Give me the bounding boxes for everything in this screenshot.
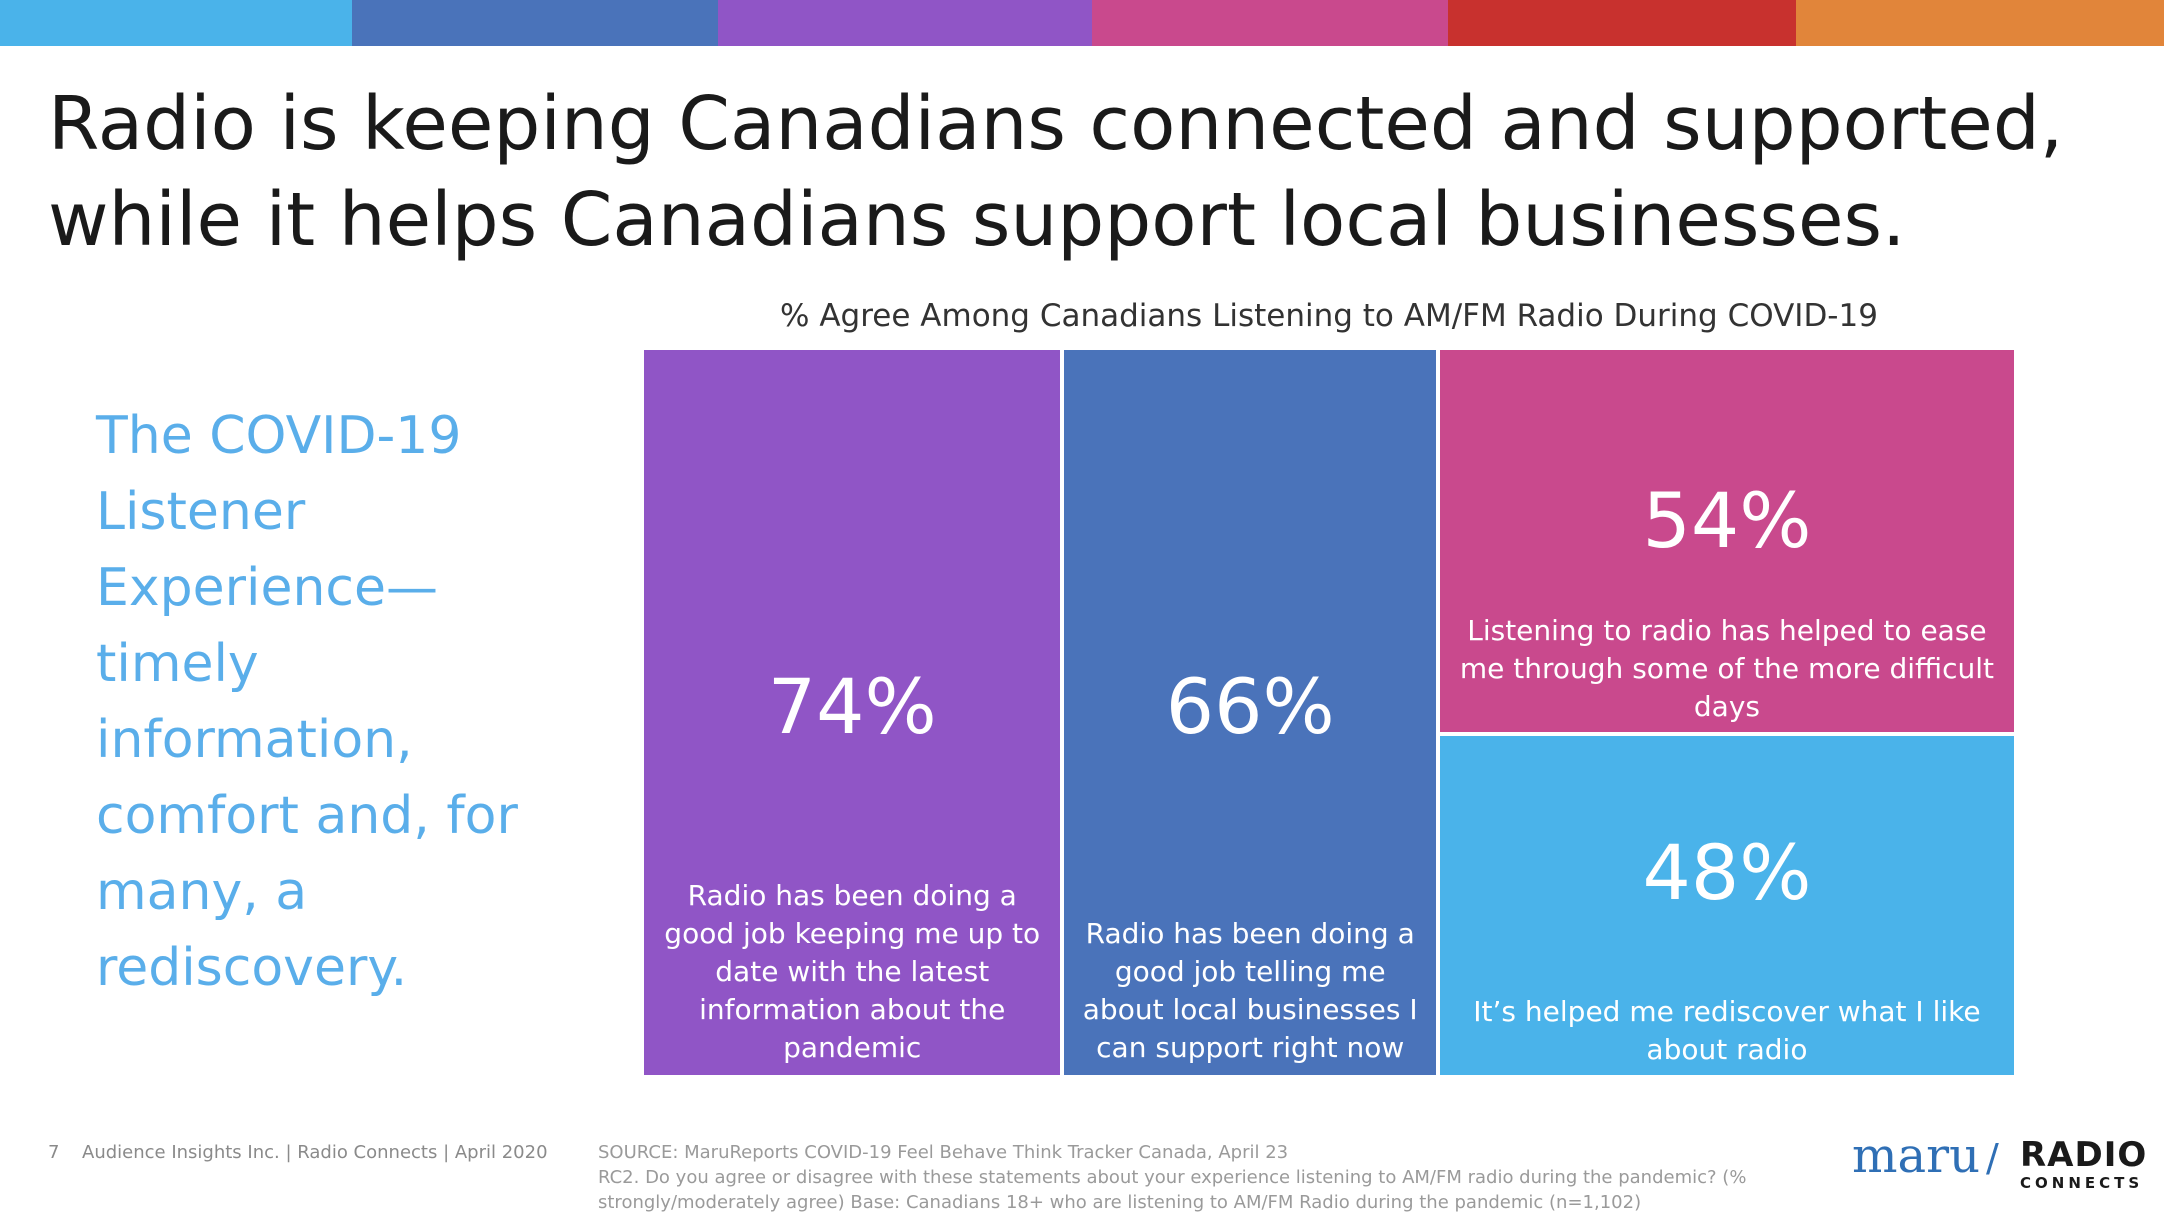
maru-logo: maru xyxy=(1852,1128,1980,1184)
page-number: 7 xyxy=(48,1142,60,1163)
question-base-note: RC2. Do you agree or disagree with these… xyxy=(598,1167,1747,1213)
radio-connects-logo-top: RADIO xyxy=(2020,1135,2148,1175)
stripe-segment xyxy=(718,0,1092,46)
logo-slash: / xyxy=(1986,1136,1999,1180)
treemap-chart: 74% Radio has been doing a good job keepi… xyxy=(644,350,2014,1075)
tile-up-to-date: 74% Radio has been doing a good job keepi… xyxy=(644,350,1061,1075)
tile-percent-label: 66% xyxy=(1165,662,1335,751)
tile-percent-label: 54% xyxy=(1642,476,1812,565)
slide-title: Radio is keeping Canadians connected and… xyxy=(48,81,2064,263)
tile-description: Radio has been doing a good job telling … xyxy=(1082,917,1418,1064)
stripe-segment xyxy=(0,0,352,46)
radio-connects-logo-bottom: CONNECTS xyxy=(2020,1174,2144,1192)
tile-description: Listening to radio has helped to ease me… xyxy=(1459,613,1995,723)
radio-connects-logo: RADIO CONNECTS xyxy=(2020,1136,2147,1192)
stripe-segment xyxy=(1796,0,2164,46)
side-callout-text: The COVID-19 Listener Experience— timely… xyxy=(96,406,518,998)
tile-rediscover-radio: 48% It’s helped me rediscover what I like… xyxy=(1439,735,2014,1075)
tile-local-businesses: 66% Radio has been doing a good job telli… xyxy=(1064,350,1436,1075)
stripe-segment xyxy=(1092,0,1448,46)
tile-ease-difficult-days: 54% Listening to radio has helped to ease… xyxy=(1439,350,2014,732)
chart-title: % Agree Among Canadians Listening to AM/… xyxy=(780,298,1878,334)
stripe-segment xyxy=(1448,0,1796,46)
source-line: SOURCE: MaruReports COVID-19 Feel Behave… xyxy=(598,1142,1289,1163)
tile-description: It’s helped me rediscover what I like ab… xyxy=(1473,994,1981,1066)
tile-percent-label: 48% xyxy=(1642,827,1812,917)
top-color-stripe xyxy=(0,0,2164,46)
stripe-segment xyxy=(352,0,718,46)
tile-description: Radio has been doing a good job keeping … xyxy=(664,879,1041,1064)
footer-source: SOURCE: MaruReports COVID-19 Feel Behave… xyxy=(598,1140,1828,1215)
footer-credit: Audience Insights Inc. | Radio Connects … xyxy=(82,1142,548,1163)
tile-percent-label: 74% xyxy=(767,662,937,751)
